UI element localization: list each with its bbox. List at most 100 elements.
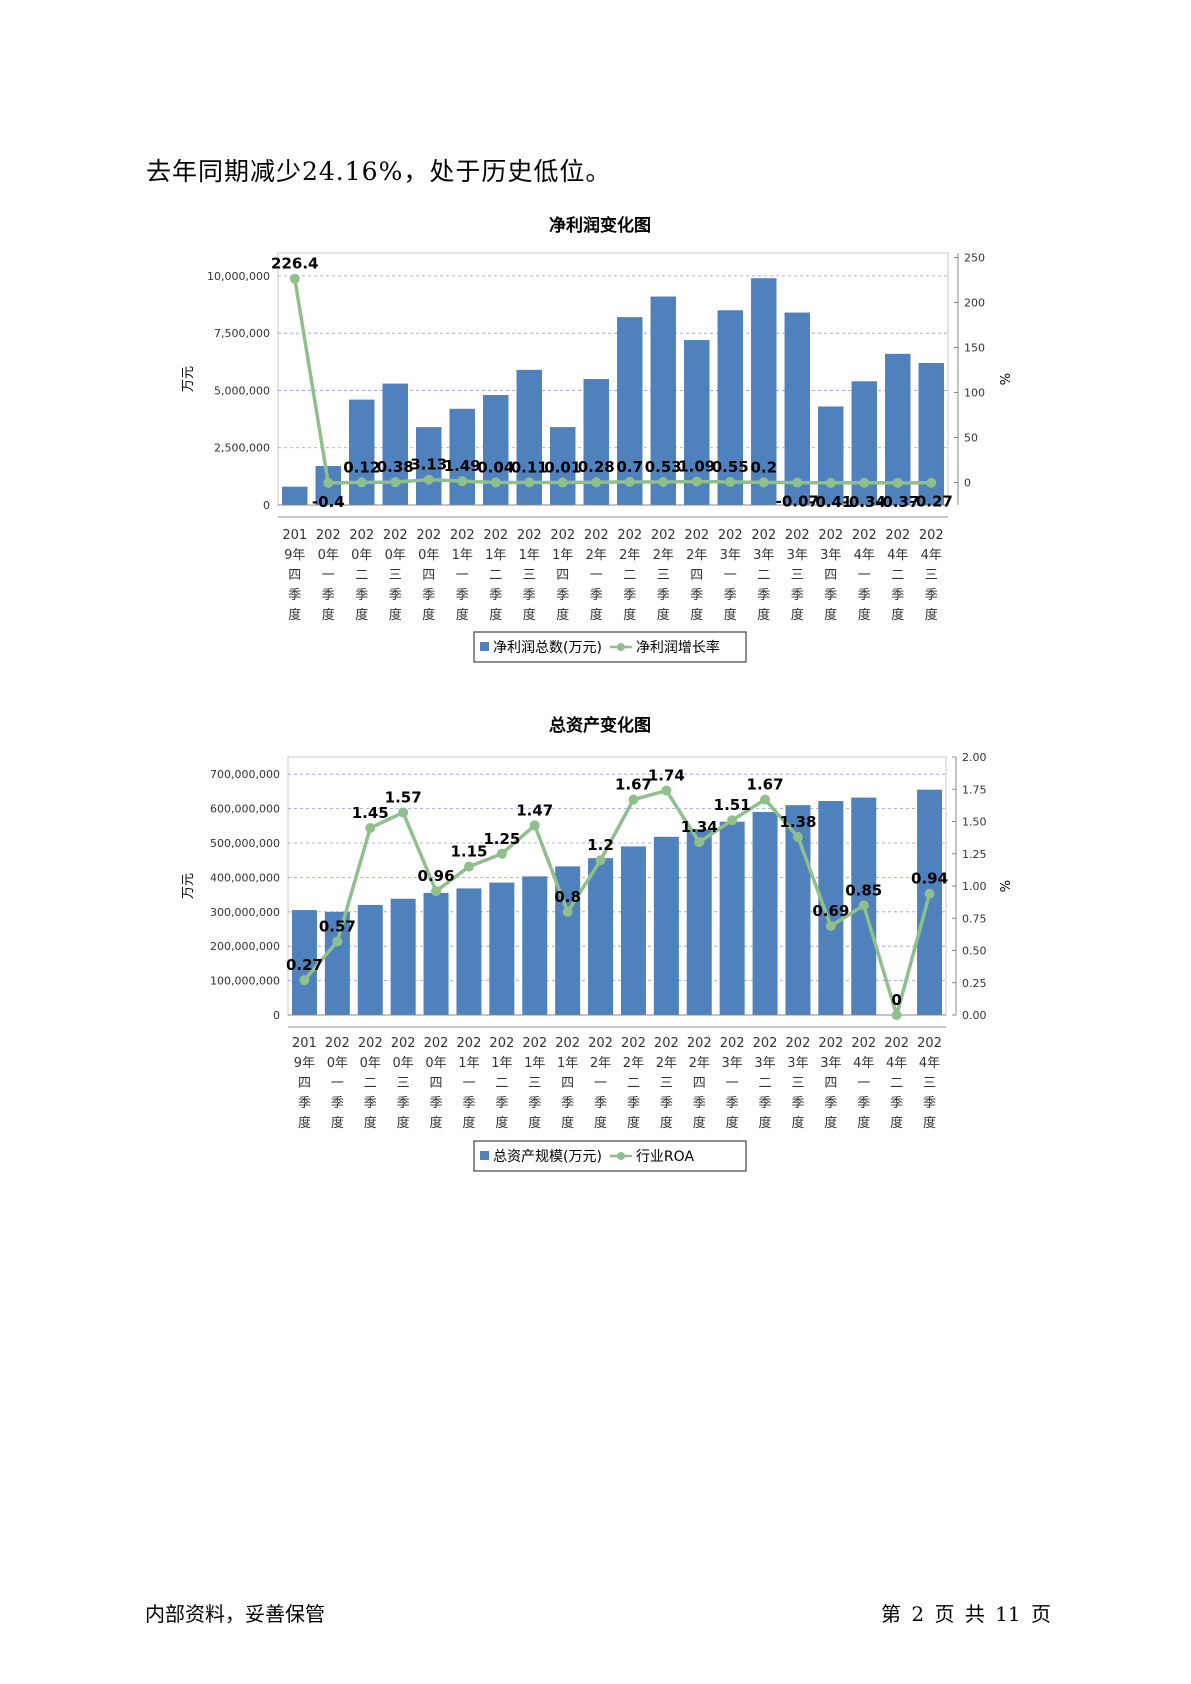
x-tick-label: 季: [364, 1096, 377, 1111]
data-label: -0.07: [776, 493, 819, 511]
x-tick-label: 一: [594, 1076, 607, 1091]
x-tick-label: 202: [684, 528, 709, 543]
data-label: 1.49: [444, 457, 481, 475]
bar: [617, 317, 643, 505]
x-tick-label: 2年: [623, 1056, 644, 1071]
x-tick-label: 202: [818, 1036, 843, 1051]
x-tick-label: 三: [923, 1076, 936, 1091]
x-tick-label: 202: [751, 528, 776, 543]
data-label: 0.04: [477, 458, 514, 476]
line-point: [595, 855, 606, 866]
x-tick-label: 季: [355, 588, 368, 603]
x-tick-label: 季: [495, 1096, 508, 1111]
legend-bar-swatch: [480, 642, 489, 651]
line-point: [457, 476, 468, 487]
x-tick-label: 202: [651, 528, 676, 543]
x-tick-label: 202: [522, 1036, 547, 1051]
total-assets-chart: 总资产变化图 0 100,000,000 200,000,000 300,000,000…: [170, 705, 1030, 1175]
x-tick-label: 季: [331, 1096, 344, 1111]
x-tick-label: 202: [349, 528, 374, 543]
x-tick-label: 度: [824, 1115, 837, 1131]
x-tick-label: 度: [355, 607, 368, 623]
data-label: -0.37: [876, 493, 919, 511]
data-label: 1.34: [681, 818, 718, 836]
x-tick-label: 度: [298, 1115, 311, 1131]
x-tick-label: 季: [389, 588, 402, 603]
data-label: 0.57: [319, 917, 356, 935]
line-point: [323, 477, 334, 488]
line-point: [924, 888, 935, 899]
x-tick-label: 202: [785, 528, 810, 543]
x-tick-label: 1年: [557, 1056, 578, 1071]
x-tick-label: 3年: [820, 548, 841, 563]
bar: [588, 858, 614, 1015]
data-label: 0.38: [377, 458, 414, 476]
chart-title: 净利润变化图: [549, 215, 651, 236]
x-tick-label: 4年: [854, 548, 875, 563]
y2-tick-label: 1.00: [962, 880, 987, 893]
legend-line-label: 行业ROA: [636, 1149, 695, 1165]
x-tick-label: 度: [660, 1115, 673, 1131]
line-point: [562, 906, 573, 917]
x-tick-label: 四: [693, 1076, 706, 1091]
x-tick-label: 三: [528, 1076, 541, 1091]
line-point: [490, 477, 501, 488]
x-tick-label: 三: [660, 1076, 673, 1091]
y2-tick-label: 1.75: [962, 783, 987, 796]
data-label: 0.28: [578, 458, 615, 476]
bar: [489, 882, 515, 1015]
x-tick-label: 3年: [787, 1056, 808, 1071]
data-label: 0.94: [911, 870, 948, 888]
x-tick-label: 一: [590, 568, 603, 583]
x-tick-label: 4年: [853, 1056, 874, 1071]
x-tick-label: 三: [389, 568, 402, 583]
line-point: [431, 886, 442, 897]
x-tick-label: 1年: [519, 548, 540, 563]
x-tick-label: 202: [550, 528, 575, 543]
x-tick-label: 季: [891, 588, 904, 603]
x-tick-label: 季: [489, 588, 502, 603]
bar: [751, 278, 777, 505]
data-label: 0.27: [286, 956, 323, 974]
legend-box: [473, 1140, 747, 1172]
x-tick-label: 季: [623, 588, 636, 603]
x-tick-label: 度: [925, 607, 938, 623]
x-tick-label: 0年: [425, 1056, 446, 1071]
x-tick-label: 202: [852, 528, 877, 543]
y2-tick-label: 100: [964, 387, 985, 400]
line-point: [624, 476, 635, 487]
bar: [282, 486, 308, 505]
x-tick-label: 季: [925, 588, 938, 603]
data-label: 0: [891, 991, 901, 1009]
x-tick-label: 一: [857, 1076, 870, 1091]
line-point: [299, 975, 310, 986]
line-point: [825, 920, 836, 931]
data-label: 0.8: [554, 888, 581, 906]
x-tick-label: 季: [556, 588, 569, 603]
x-tick-label: 度: [657, 607, 670, 623]
x-tick-label: 一: [456, 568, 469, 583]
x-tick-label: 度: [331, 1115, 344, 1131]
y-tick-label: 10,000,000: [207, 270, 270, 283]
x-tick-label: 季: [857, 1096, 870, 1111]
x-tick-label: 2年: [590, 1056, 611, 1071]
x-tick-label: 度: [561, 1115, 574, 1131]
x-tick-label: 201: [292, 1036, 317, 1051]
x-tick-label: 1年: [452, 548, 473, 563]
x-tick-label: 季: [298, 1096, 311, 1111]
bar: [349, 399, 375, 505]
data-label: 0.53: [645, 458, 682, 476]
x-tick-label: 四: [422, 568, 435, 583]
x-tick-label: 季: [726, 1096, 739, 1111]
x-tick-label: 202: [424, 1036, 449, 1051]
x-tick-label: 202: [621, 1036, 646, 1051]
y2-tick-label: 0: [964, 477, 971, 490]
x-tick-label: 1年: [491, 1056, 512, 1071]
x-tick-label: 季: [430, 1096, 443, 1111]
x-tick-label: 202: [654, 1036, 679, 1051]
y-tick-label: 5,000,000: [214, 384, 270, 397]
data-label: -0.4: [312, 493, 345, 511]
x-tick-label: 度: [759, 1115, 772, 1131]
x-tick-label: 2年: [686, 548, 707, 563]
line-point: [792, 477, 803, 488]
